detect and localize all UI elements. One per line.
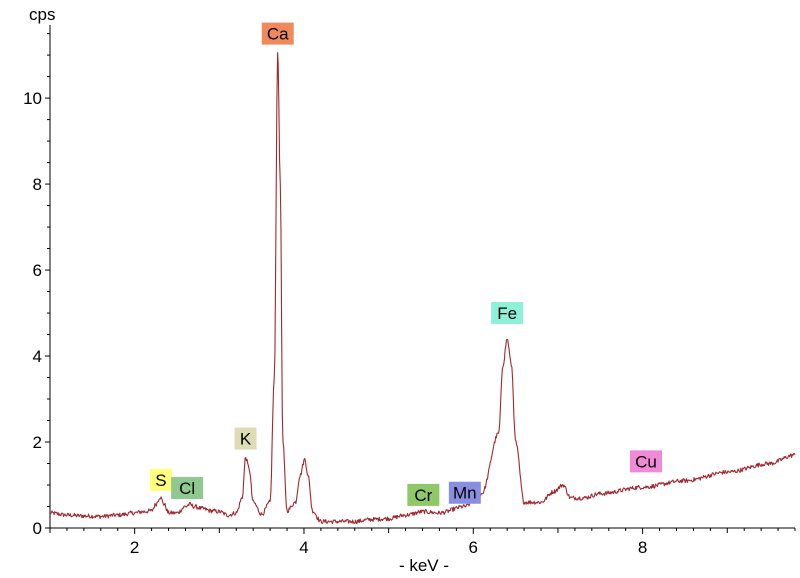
element-marker-label: Cr bbox=[414, 486, 432, 505]
element-marker-k: K bbox=[234, 427, 257, 450]
spectrum-line bbox=[49, 52, 796, 525]
y-tick-label: 10 bbox=[23, 89, 42, 108]
element-marker-s: S bbox=[149, 468, 172, 491]
y-tick-label: 2 bbox=[33, 433, 42, 452]
element-marker-box bbox=[407, 483, 440, 506]
y-tick-label: 6 bbox=[33, 261, 42, 280]
element-marker-ca: Ca bbox=[261, 22, 294, 45]
x-tick-label: 6 bbox=[469, 538, 478, 557]
element-marker-box bbox=[491, 302, 524, 325]
x-tick-label: 2 bbox=[130, 538, 139, 557]
element-marker-box bbox=[234, 427, 257, 450]
element-marker-label: K bbox=[240, 430, 252, 449]
x-axis-label: - keV - bbox=[399, 556, 449, 575]
element-marker-box bbox=[149, 468, 172, 491]
element-marker-label: Ca bbox=[267, 25, 289, 44]
element-marker-label: Cu bbox=[635, 452, 657, 471]
element-marker-cl: Cl bbox=[171, 477, 204, 500]
x-tick-label: 4 bbox=[299, 538, 308, 557]
x-tick-label: 8 bbox=[638, 538, 647, 557]
element-marker-label: S bbox=[155, 471, 166, 490]
element-marker-box bbox=[448, 481, 481, 504]
element-marker-box bbox=[261, 22, 294, 45]
element-marker-cr: Cr bbox=[407, 483, 440, 506]
element-marker-fe: Fe bbox=[491, 302, 524, 325]
y-tick-label: 4 bbox=[33, 347, 42, 366]
y-axis-label: cps bbox=[29, 5, 55, 24]
element-marker-cu: Cu bbox=[630, 450, 662, 473]
element-marker-box bbox=[171, 477, 204, 500]
element-marker-label: Fe bbox=[497, 304, 517, 323]
y-tick-label: 0 bbox=[33, 519, 42, 538]
element-marker-label: Mn bbox=[453, 484, 477, 503]
element-marker-label: Cl bbox=[179, 479, 195, 498]
element-marker-mn: Mn bbox=[448, 481, 481, 504]
element-marker-box bbox=[630, 450, 662, 473]
y-tick-label: 8 bbox=[33, 175, 42, 194]
